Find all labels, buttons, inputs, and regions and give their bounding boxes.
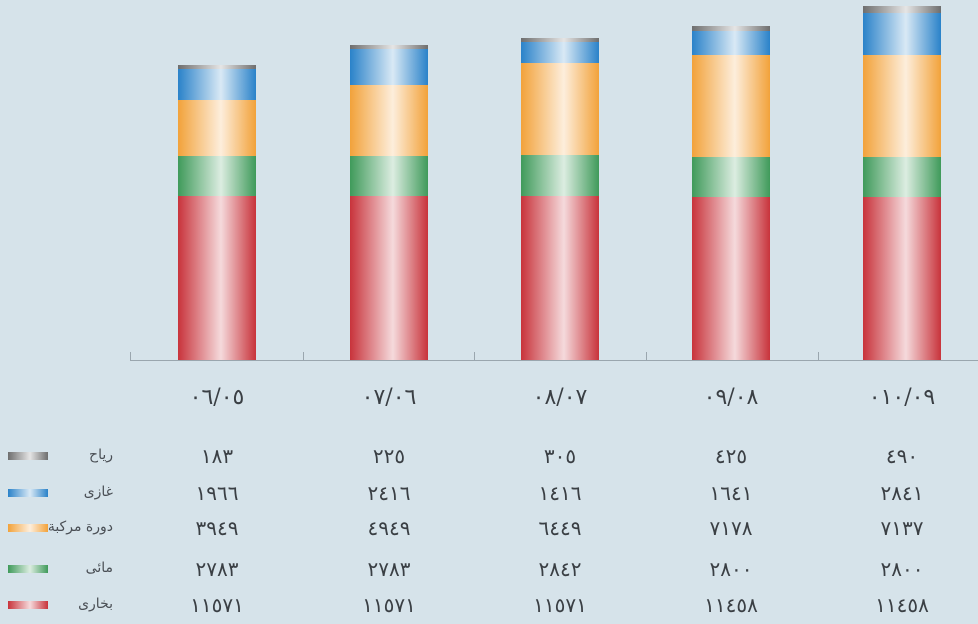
table-cell: ١١٥٧١ — [362, 593, 416, 617]
legend-swatch — [8, 524, 48, 532]
legend-label: بخارى — [78, 596, 113, 612]
bar-segment-رياح — [178, 65, 256, 69]
bar-segment-رياح — [350, 45, 428, 49]
bar-segment-غازى — [350, 49, 428, 85]
table-row: بخارى ١١٥٧١ ١١٥٧١ ١١٥٧١ ١١٤٥٨ ١١٤٥٨ — [0, 593, 978, 623]
bar-segment-رياح — [692, 26, 770, 31]
legend-label: دورة مركبة — [47, 519, 113, 535]
bar-segment-مائى — [863, 157, 941, 197]
table-cell: ٢٨٤٢ — [538, 557, 582, 581]
table-cell: ٢٨٠٠ — [709, 557, 753, 581]
table-cell: ١١٥٧١ — [190, 593, 244, 617]
table-cell: ٢٢٥ — [372, 444, 406, 468]
bar-segment-بخارى — [692, 197, 770, 360]
table-row: دورة مركبة ٣٩٤٩ ٤٩٤٩ ٦٤٤٩ ٧١٧٨ ٧١٣٧ — [0, 516, 978, 546]
table-cell: ١١٤٥٨ — [875, 593, 929, 617]
table-cell: ١٩٦٦ — [195, 481, 239, 505]
bar-segment-بخارى — [350, 196, 428, 360]
legend-label: غازى — [83, 484, 113, 500]
table-cell: ٢٨٤١ — [880, 481, 924, 505]
x-axis — [130, 352, 978, 361]
legend-label: مائى — [85, 560, 113, 576]
bar-segment-بخارى — [863, 197, 941, 360]
category-label: ٠٨/٠٧ — [533, 385, 588, 410]
table-row: مائى ٢٧٨٣ ٢٧٨٣ ٢٨٤٢ ٢٨٠٠ ٢٨٠٠ — [0, 557, 978, 587]
table-cell: ١١٥٧١ — [533, 593, 587, 617]
table-cell: ١١٤٥٨ — [704, 593, 758, 617]
table-row: غازى ١٩٦٦ ٢٤١٦ ١٤١٦ ١٦٤١ ٢٨٤١ — [0, 481, 978, 511]
table-cell: ٢٨٠٠ — [880, 557, 924, 581]
table-cell: ١٨٣ — [200, 444, 234, 468]
table-cell: ٢٧٨٣ — [195, 557, 239, 581]
bar-segment-مائى — [350, 156, 428, 196]
legend-swatch — [8, 489, 48, 497]
category-label: ٠٩/٠٨ — [704, 385, 759, 410]
bar-segment-مائى — [178, 156, 256, 196]
table-cell: ٢٤١٦ — [367, 481, 411, 505]
bar-segment-رياح — [521, 38, 599, 42]
legend-swatch — [8, 601, 48, 609]
table-cell: ١٦٤١ — [709, 481, 753, 505]
table-cell: ٧١٣٧ — [880, 516, 924, 540]
bar-segment-غازى — [178, 69, 256, 100]
category-label: ٠٧/٠٦ — [362, 385, 417, 410]
table-cell: ٣٠٥ — [543, 444, 577, 468]
bar-segment-دورة مركبة — [521, 63, 599, 155]
bar-segment-بخارى — [521, 196, 599, 360]
bar-segment-رياح — [863, 6, 941, 13]
bar-segment-مائى — [521, 155, 599, 196]
category-labels: ٠٦/٠٥ ٠٧/٠٦ ٠٨/٠٧ ٠٩/٠٨ ٠١٠/٠٩ — [190, 385, 936, 410]
bar-segment-بخارى — [178, 196, 256, 360]
bar-segment-دورة مركبة — [692, 55, 770, 157]
bar-segment-دورة مركبة — [178, 100, 256, 156]
legend-swatch — [8, 452, 48, 460]
category-label: ٠١٠/٠٩ — [869, 385, 936, 410]
table-cell: ٢٧٨٣ — [367, 557, 411, 581]
bar-segment-غازى — [521, 42, 599, 63]
legend-swatch — [8, 565, 48, 573]
table-cell: ٤٢٥ — [714, 444, 748, 468]
bar-segment-دورة مركبة — [863, 55, 941, 157]
bar-segment-مائى — [692, 157, 770, 197]
table-row: رياح ١٨٣ ٢٢٥ ٣٠٥ ٤٢٥ ٤٩٠ — [0, 444, 978, 474]
table-cell: ٦٤٤٩ — [538, 516, 582, 540]
bar-segment-دورة مركبة — [350, 85, 428, 156]
legend-label: رياح — [89, 447, 113, 463]
category-label: ٠٦/٠٥ — [190, 385, 245, 410]
table-cell: ١٤١٦ — [538, 481, 582, 505]
table-cell: ٤٩٤٩ — [367, 516, 411, 540]
bars-group — [178, 6, 941, 360]
bar-segment-غازى — [863, 13, 941, 55]
bar-segment-غازى — [692, 31, 770, 55]
table-cell: ٤٩٠ — [885, 444, 919, 468]
table-cell: ٣٩٤٩ — [195, 516, 239, 540]
table-cell: ٧١٧٨ — [709, 516, 753, 540]
